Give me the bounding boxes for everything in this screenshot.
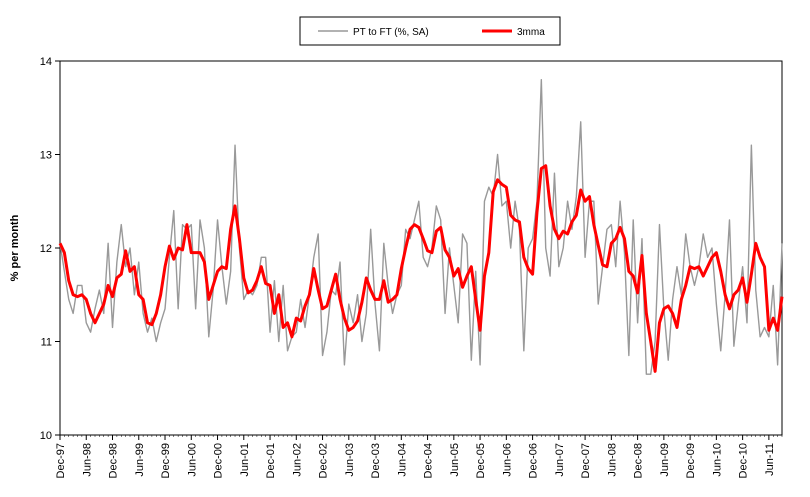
- x-tick-label-24: Dec-09: [685, 443, 697, 478]
- y-tick-label-2: 12: [40, 243, 52, 255]
- legend-label-series-1: PT to FT (%, SA): [353, 27, 429, 38]
- x-tick-label-0: Dec-97: [55, 443, 67, 478]
- x-tick-label-6: Dec-00: [213, 443, 225, 478]
- x-tick-label-9: Jun-02: [291, 443, 303, 477]
- x-tick-label-26: Dec-10: [738, 443, 750, 478]
- x-tick-label-21: Jun-08: [606, 443, 618, 477]
- y-tick-label-4: 14: [40, 56, 52, 68]
- x-tick-label-16: Dec-05: [475, 443, 487, 478]
- x-tick-label-22: Dec-08: [633, 443, 645, 478]
- x-tick-label-13: Jun-04: [396, 443, 408, 477]
- x-axis: Dec-97 Jun-98 Dec-98 Jun-99 Dec-99 Jun-00 Dec-…: [55, 435, 783, 478]
- x-tick-label-4: Dec-99: [160, 443, 172, 478]
- x-tick-label-19: Jun-07: [554, 443, 566, 477]
- series-line-2: [58, 164, 784, 373]
- x-tick-label-1: Jun-98: [81, 443, 93, 477]
- x-tick-label-23: Jun-09: [659, 443, 671, 477]
- y-axis-title: % per month: [9, 214, 21, 281]
- x-tick-label-18: Dec-06: [528, 443, 540, 478]
- x-tick-label-2: Dec-98: [108, 443, 120, 478]
- x-tick-label-25: Jun-10: [711, 443, 723, 477]
- legend: PT to FT (%, SA) 3mma: [299, 16, 561, 46]
- x-tick-label-3: Jun-99: [134, 443, 146, 477]
- x-tick-label-27: Jun-11: [764, 443, 776, 476]
- x-tick-label-5: Jun-00: [186, 443, 198, 477]
- x-tick-label-14: Dec-04: [423, 443, 435, 478]
- y-tick-label-0: 10: [40, 430, 52, 442]
- x-tick-label-15: Jun-05: [449, 443, 461, 477]
- x-tick-label-17: Jun-06: [501, 443, 513, 477]
- y-tick-label-3: 13: [40, 150, 52, 162]
- x-tick-label-7: Jun-01: [239, 443, 251, 477]
- series-line-1: [59, 78, 783, 375]
- x-tick-label-12: Dec-03: [370, 443, 382, 478]
- y-tick-label-1: 11: [41, 337, 52, 349]
- x-tick-label-20: Dec-07: [580, 443, 592, 478]
- x-tick-label-8: Dec-01: [265, 443, 277, 478]
- y-axis: 10 11 12 13 14: [40, 56, 60, 442]
- x-tick-label-10: Dec-02: [318, 443, 330, 478]
- legend-label-series-2: 3mma: [517, 27, 545, 38]
- x-tick-label-11: Jun-03: [344, 443, 356, 477]
- series-layer: [58, 78, 784, 375]
